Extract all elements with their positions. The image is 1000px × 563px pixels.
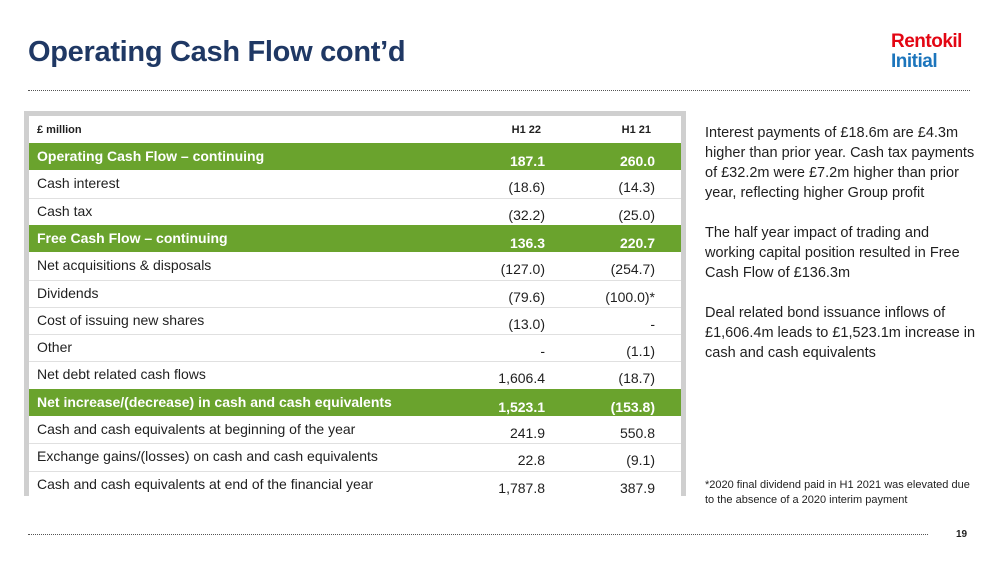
header-h1-21: H1 21 [621,124,651,136]
row-value-h1-21: (100.0)* [605,288,655,305]
row-label: Exchange gains/(losses) on cash and cash… [37,448,378,465]
table-row: Cash and cash equivalents at beginning o… [29,416,681,443]
table-row: Dividends (79.6) (100.0)* [29,279,681,307]
row-value-h1-22: - [540,343,545,360]
row-separator [29,334,681,336]
row-label: Cash and cash equivalents at beginning o… [37,421,356,437]
row-value-h1-21: - [650,315,655,332]
row-value-h1-22: (18.6) [508,179,545,196]
bottom-divider [28,534,928,535]
row-label: Net increase/(decrease) in cash and cash… [37,393,392,410]
table-row: Net increase/(decrease) in cash and cash… [29,388,681,416]
row-value-h1-21: 220.7 [619,234,655,251]
table-row: Free Cash Flow – continuing 136.3 220.7 [29,224,681,252]
row-separator [29,197,681,199]
cash-flow-table: £ million H1 22 H1 21 Operating Cash Flo… [24,111,686,498]
row-value-h1-21: (153.8) [610,398,655,415]
table-row: Net acquisitions & disposals (127.0) (254.… [29,252,681,280]
page-title: Operating Cash Flow cont’d [28,36,406,68]
table-row: Cash tax (32.2) (25.0) [29,197,681,225]
row-label: Operating Cash Flow – continuing [37,148,265,164]
row-separator [29,443,681,445]
header-h1-22: H1 22 [511,124,541,136]
row-value-h1-21: (25.0) [618,206,655,223]
row-separator [29,470,681,472]
row-separator [29,279,681,281]
page-number: 19 [956,529,968,540]
row-label: Net debt related cash flows [37,366,206,383]
row-value-h1-22: 1,787.8 [498,479,545,496]
row-value-h1-22: (127.0) [500,261,545,278]
company-logo: Rentokil Initial [891,32,962,72]
note-2: The half year impact of trading and work… [705,225,960,281]
row-value-h1-22: 1,606.4 [498,370,545,387]
row-value-h1-21: 550.8 [619,425,655,441]
row-value-h1-21: (9.1) [626,452,655,469]
row-label: Cash interest [37,175,120,192]
row-value-h1-22: 1,523.1 [498,398,545,415]
row-value-h1-21: 260.0 [619,153,655,169]
logo-line-1: Rentokil [891,31,962,52]
row-value-h1-22: 187.1 [509,153,545,169]
table-row: Net debt related cash flows 1,606.4 (18.7) [29,361,681,389]
note-1: Interest payments of £18.6m are £4.3m hi… [705,125,975,201]
row-value-h1-22: 22.8 [517,452,545,469]
row-value-h1-21: 387.9 [619,479,655,496]
table-row: Exchange gains/(losses) on cash and cash… [29,443,681,471]
row-label: Cost of issuing new shares [37,311,205,328]
row-value-h1-21: (14.3) [618,179,655,196]
table-row: Other - (1.1) [29,334,681,362]
table-row: Cash and cash equivalents at end of the … [29,470,681,498]
logo-line-2: Initial [891,51,938,72]
row-label: Other [37,339,73,356]
row-separator [29,306,681,308]
row-label: Free Cash Flow – continuing [37,229,228,246]
row-value-h1-21: (254.7) [610,261,655,278]
row-value-h1-21: (1.1) [626,343,655,360]
header-label: £ million [37,124,82,136]
row-value-h1-21: (18.7) [618,370,655,387]
row-value-h1-22: 136.3 [509,234,545,251]
note-3: Deal related bond issuance inflows of £1… [705,305,976,361]
row-value-h1-22: (13.0) [508,315,545,332]
row-label: Cash and cash equivalents at end of the … [37,475,374,492]
row-label: Dividends [37,284,99,301]
table-header-row: £ million H1 22 H1 21 [29,116,681,143]
row-value-h1-22: 241.9 [509,425,545,441]
row-separator [29,361,681,363]
top-divider [28,90,970,91]
footnote: *2020 final dividend paid in H1 2021 was… [705,479,970,506]
row-label: Net acquisitions & disposals [37,257,212,274]
table-row: Cost of issuing new shares (13.0) - [29,306,681,334]
table-row: Cash interest (18.6) (14.3) [29,170,681,198]
row-value-h1-22: (79.6) [508,288,545,305]
row-value-h1-22: (32.2) [508,206,545,223]
row-label: Cash tax [37,202,93,219]
commentary-notes: Interest payments of £18.6m are £4.3m hi… [705,123,980,383]
table-row: Operating Cash Flow – continuing 187.1 260… [29,143,681,170]
